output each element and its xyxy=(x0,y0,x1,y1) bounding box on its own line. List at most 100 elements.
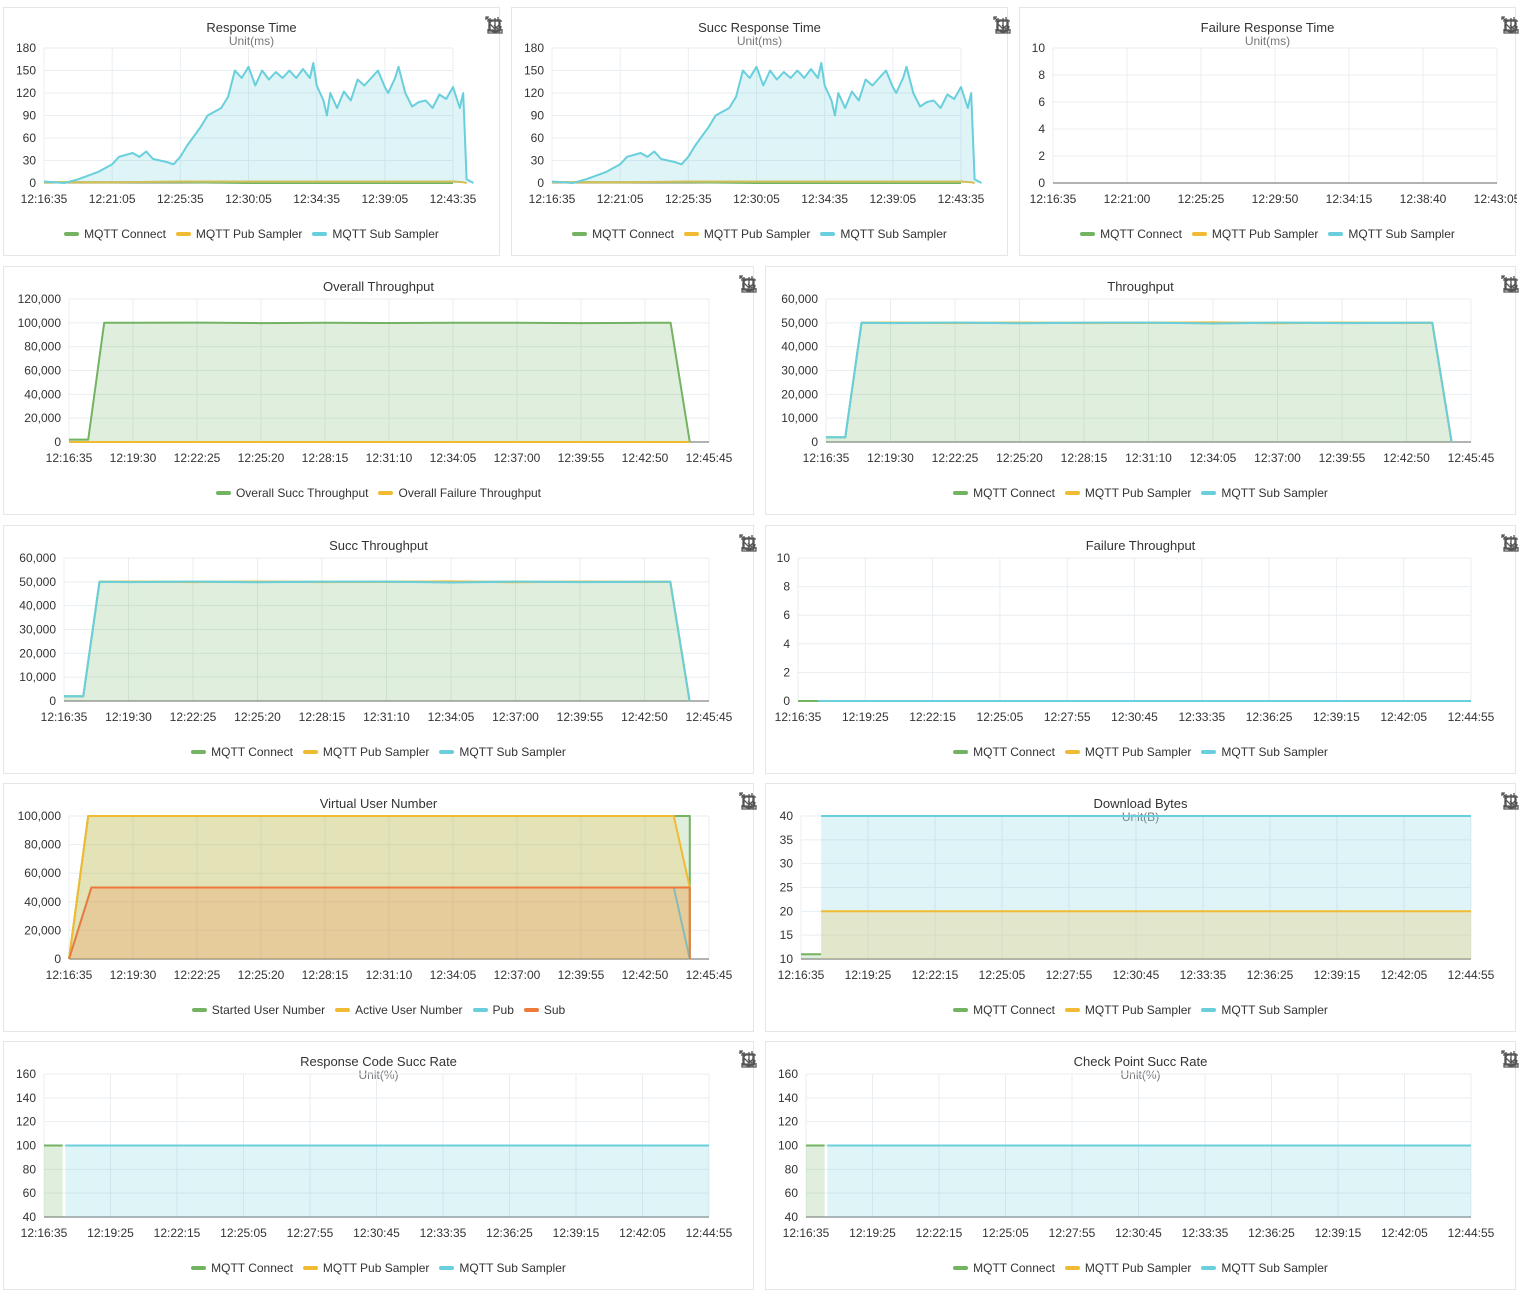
legend-item-mqtt-pub-sampler[interactable]: MQTT Pub Sampler xyxy=(1064,745,1191,759)
series-area-mqtt-sub-sampler xyxy=(44,63,474,183)
series-area-mqtt-connect xyxy=(64,581,690,701)
x-tick-label: 12:22:25 xyxy=(170,710,217,724)
x-tick-label: 12:22:15 xyxy=(909,710,956,724)
x-tick-label: 12:37:00 xyxy=(494,451,541,465)
chart-title: Succ Response Time xyxy=(698,20,821,35)
refresh-icon[interactable] xyxy=(739,1050,758,1069)
y-tick-label: 60 xyxy=(23,131,37,145)
legend-item-mqtt-pub-sampler[interactable]: MQTT Pub Sampler xyxy=(302,1261,429,1275)
y-tick-label: 8 xyxy=(783,580,790,594)
x-tick-label: 12:28:15 xyxy=(299,710,346,724)
y-tick-label: 0 xyxy=(49,694,56,708)
legend-item-pub[interactable]: Pub xyxy=(472,1003,514,1017)
x-tick-label: 12:25:20 xyxy=(238,451,285,465)
legend-item-mqtt-pub-sampler[interactable]: MQTT Pub Sampler xyxy=(175,227,303,241)
legend-item-mqtt-connect[interactable]: MQTT Connect xyxy=(953,486,1055,500)
y-tick-label: 100 xyxy=(778,1139,798,1153)
series-area-mqtt-sub-sampler xyxy=(65,1145,710,1217)
legend-item-mqtt-sub-sampler[interactable]: MQTT Sub Sampler xyxy=(1201,745,1328,759)
series-line-mqtt-sub-sampler xyxy=(64,580,691,702)
legend-item-overall-failure-throughput[interactable]: Overall Failure Throughput xyxy=(378,486,541,500)
y-tick-label: 60,000 xyxy=(24,866,61,880)
refresh-icon[interactable] xyxy=(1501,16,1520,35)
y-tick-label: 2 xyxy=(1038,149,1045,163)
x-tick-label: 12:37:00 xyxy=(1254,451,1301,465)
legend-label: MQTT Sub Sampler xyxy=(1348,227,1455,241)
legend-item-mqtt-sub-sampler[interactable]: MQTT Sub Sampler xyxy=(1201,486,1328,500)
y-tick-label: 10 xyxy=(1032,41,1046,55)
refresh-icon[interactable] xyxy=(1501,534,1520,553)
x-tick-label: 12:25:20 xyxy=(238,968,285,982)
chart-plot: 0 30 60 90 120 150 180 12:16:35 12:21:05 12:25:35… xyxy=(524,41,985,206)
legend-label: MQTT Pub Sampler xyxy=(195,227,303,241)
refresh-icon[interactable] xyxy=(993,16,1012,35)
legend-item-mqtt-connect[interactable]: MQTT Connect xyxy=(953,745,1055,759)
refresh-icon[interactable] xyxy=(739,275,758,294)
legend-item-mqtt-sub-sampler[interactable]: MQTT Sub Sampler xyxy=(1328,227,1455,241)
y-tick-label: 6 xyxy=(1038,95,1045,109)
legend-swatch xyxy=(953,750,969,754)
legend-item-mqtt-pub-sampler[interactable]: MQTT Pub Sampler xyxy=(1064,486,1191,500)
legend-item-started-user-number[interactable]: Started User Number xyxy=(191,1003,325,1017)
chart-subtitle: Unit(%) xyxy=(1120,1068,1161,1082)
legend-item-sub[interactable]: Sub xyxy=(523,1003,565,1017)
legend-item-mqtt-sub-sampler[interactable]: MQTT Sub Sampler xyxy=(820,227,947,241)
chart-title: Check Point Succ Rate xyxy=(1073,1054,1208,1069)
legend-label: MQTT Sub Sampler xyxy=(1221,486,1328,500)
y-tick-label: 0 xyxy=(54,952,61,966)
legend-item-mqtt-sub-sampler[interactable]: MQTT Sub Sampler xyxy=(439,745,566,759)
legend-item-mqtt-connect[interactable]: MQTT Connect xyxy=(953,1261,1055,1275)
chart-title: Succ Throughput xyxy=(329,538,428,553)
y-tick-label: 90 xyxy=(531,109,545,123)
refresh-icon[interactable] xyxy=(1501,275,1520,294)
refresh-icon[interactable] xyxy=(1501,792,1520,811)
legend-item-mqtt-pub-sampler[interactable]: MQTT Pub Sampler xyxy=(302,745,429,759)
legend-swatch xyxy=(378,491,394,495)
y-tick-label: 20,000 xyxy=(24,411,61,425)
legend-item-mqtt-pub-sampler[interactable]: MQTT Pub Sampler xyxy=(1064,1003,1191,1017)
legend-item-active-user-number[interactable]: Active User Number xyxy=(335,1003,463,1017)
chart-plot: 0 10,000 20,000 30,000 40,000 50,000 60,000 12:… xyxy=(781,292,1494,465)
legend-item-mqtt-connect[interactable]: MQTT Connect xyxy=(191,745,293,759)
refresh-icon[interactable] xyxy=(739,792,758,811)
x-tick-label: 12:22:25 xyxy=(174,451,221,465)
legend-label: MQTT Connect xyxy=(973,1003,1055,1017)
y-tick-label: 180 xyxy=(524,41,544,55)
legend-item-mqtt-sub-sampler[interactable]: MQTT Sub Sampler xyxy=(439,1261,566,1275)
legend-label: MQTT Pub Sampler xyxy=(1211,227,1319,241)
chart-legend: MQTT Connect MQTT Pub Sampler MQTT Sub Sam… xyxy=(4,1261,753,1275)
legend-swatch xyxy=(312,232,328,236)
x-tick-label: 12:39:15 xyxy=(553,1226,600,1240)
x-tick-label: 12:39:05 xyxy=(869,192,916,206)
legend-item-mqtt-pub-sampler[interactable]: MQTT Pub Sampler xyxy=(683,227,810,241)
legend-item-mqtt-pub-sampler[interactable]: MQTT Pub Sampler xyxy=(1191,227,1319,241)
refresh-icon[interactable] xyxy=(739,534,758,553)
chart-panel-failure-throughput: Failure Throughput 0 2 4 6 8 10 12:16:35 12:19:2… xyxy=(765,525,1519,774)
refresh-icon[interactable] xyxy=(485,16,504,35)
legend-item-mqtt-connect[interactable]: MQTT Connect xyxy=(1080,227,1182,241)
legend-swatch xyxy=(335,1008,351,1012)
legend-item-mqtt-connect[interactable]: MQTT Connect xyxy=(64,227,166,241)
legend-item-mqtt-connect[interactable]: MQTT Connect xyxy=(572,227,674,241)
y-tick-label: 10,000 xyxy=(781,411,818,425)
legend-item-mqtt-sub-sampler[interactable]: MQTT Sub Sampler xyxy=(1201,1261,1328,1275)
y-tick-label: 20 xyxy=(780,904,794,918)
legend-item-mqtt-connect[interactable]: MQTT Connect xyxy=(191,1261,293,1275)
legend-label: MQTT Connect xyxy=(973,745,1055,759)
x-tick-label: 12:19:30 xyxy=(110,451,157,465)
legend-item-mqtt-sub-sampler[interactable]: MQTT Sub Sampler xyxy=(1201,1003,1328,1017)
legend-swatch xyxy=(1201,491,1217,495)
legend-item-mqtt-pub-sampler[interactable]: MQTT Pub Sampler xyxy=(1064,1261,1191,1275)
x-tick-label: 12:37:00 xyxy=(494,968,541,982)
legend-label: MQTT Sub Sampler xyxy=(459,745,566,759)
legend-item-mqtt-connect[interactable]: MQTT Connect xyxy=(953,1003,1055,1017)
x-tick-label: 12:16:35 xyxy=(775,710,822,724)
x-tick-label: 12:28:15 xyxy=(1061,451,1108,465)
y-tick-label: 40,000 xyxy=(24,895,61,909)
y-tick-label: 30 xyxy=(531,154,545,168)
y-tick-label: 100,000 xyxy=(18,809,62,823)
legend-item-mqtt-sub-sampler[interactable]: MQTT Sub Sampler xyxy=(312,227,439,241)
refresh-icon[interactable] xyxy=(1501,1050,1520,1069)
y-tick-label: 35 xyxy=(780,833,794,847)
legend-item-overall-succ-throughput[interactable]: Overall Succ Throughput xyxy=(215,486,368,500)
